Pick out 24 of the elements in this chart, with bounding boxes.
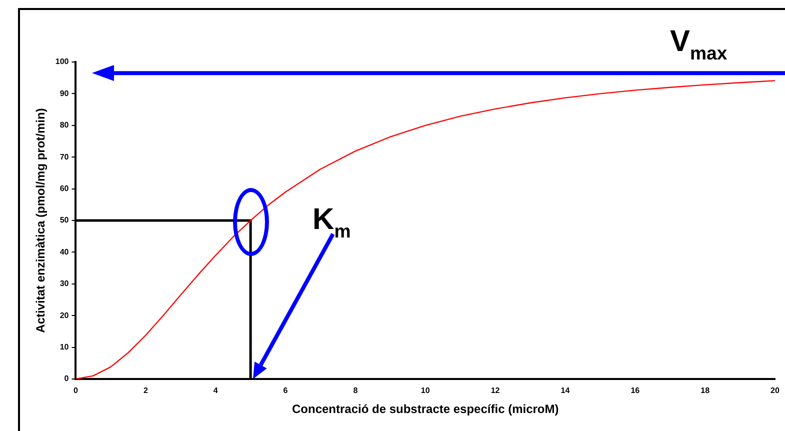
x-tick-label: 6 xyxy=(283,386,288,396)
y-tick-label: 70 xyxy=(60,152,70,162)
y-tick-label: 80 xyxy=(60,120,70,130)
y-tick-label: 0 xyxy=(64,374,70,384)
x-tick-label: 18 xyxy=(700,386,710,396)
x-axis-title: Concentració de substracte específic (microM) xyxy=(292,402,559,416)
x-tick-label: 12 xyxy=(490,386,500,396)
y-tick-label: 50 xyxy=(60,216,70,225)
x-tick-label: 4 xyxy=(213,386,218,396)
y-tick-label: 30 xyxy=(60,279,70,288)
y-tick-label: 100 xyxy=(55,57,70,66)
x-tick-label: 16 xyxy=(630,386,640,396)
x-tick-label: 20 xyxy=(770,386,780,396)
x-tick-label: 14 xyxy=(560,386,570,396)
y-tick-label: 10 xyxy=(60,342,70,352)
y-tick-label: 90 xyxy=(60,88,70,98)
y-tick-label: 40 xyxy=(60,247,70,256)
y-tick-label: 20 xyxy=(60,310,70,320)
x-tick-label: 10 xyxy=(420,386,430,396)
y-tick-label: 60 xyxy=(60,184,70,194)
x-tick-label: 0 xyxy=(74,386,79,396)
x-tick-label: 8 xyxy=(353,386,358,396)
y-axis-title: Activitat enzimàtica (pmol/mg prot/min) xyxy=(34,108,48,333)
x-tick-label: 2 xyxy=(143,386,148,396)
